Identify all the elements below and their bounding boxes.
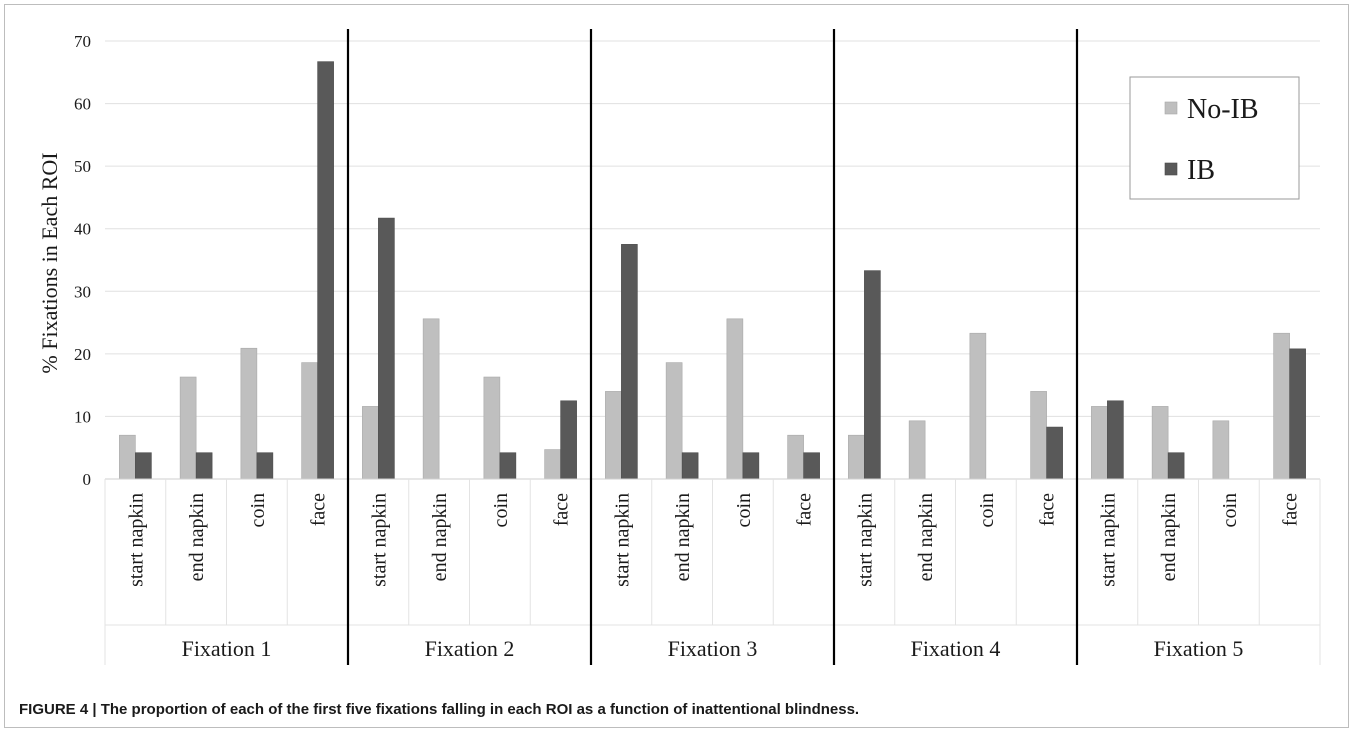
- group-label: Fixation 5: [1154, 636, 1244, 661]
- y-tick-label: 30: [74, 282, 91, 301]
- category-label: end napkin: [429, 493, 451, 581]
- y-tick-label: 60: [74, 95, 91, 114]
- category-label: face: [551, 493, 573, 526]
- legend-label-no-ib: No-IB: [1187, 94, 1259, 125]
- bar-ib: [317, 61, 334, 480]
- bar-ib: [1107, 400, 1124, 480]
- bar-no-ib: [1091, 406, 1108, 480]
- category-label: start napkin: [611, 493, 633, 587]
- bar-no-ib: [848, 434, 865, 480]
- y-axis-label: % Fixations in Each ROI: [37, 152, 62, 373]
- bar-no-ib: [544, 449, 561, 480]
- bar-ib: [378, 217, 395, 480]
- bar-ib: [681, 452, 699, 480]
- category-label: end napkin: [672, 493, 694, 581]
- bar-no-ib: [240, 347, 258, 480]
- y-tick-label: 20: [74, 345, 91, 364]
- bar-no-ib: [665, 362, 683, 480]
- group-label: Fixation 2: [425, 636, 515, 661]
- group-label: Fixation 4: [911, 636, 1001, 661]
- legend-swatch-no-ib: [1164, 101, 1178, 115]
- figure-caption: FIGURE 4 | The proportion of each of the…: [19, 701, 860, 718]
- bar-no-ib: [908, 420, 926, 480]
- bar-no-ib: [362, 406, 379, 480]
- legend-label-ib: IB: [1187, 155, 1215, 186]
- bar-no-ib: [1030, 391, 1047, 480]
- bar-no-ib: [422, 318, 440, 480]
- bars: [119, 61, 1306, 480]
- group-label: Fixation 3: [668, 636, 758, 661]
- category-label: end napkin: [186, 493, 208, 581]
- category-label: start napkin: [854, 493, 876, 587]
- category-label: face: [1037, 493, 1059, 526]
- bar-no-ib: [969, 332, 987, 480]
- category-label: coin: [247, 493, 269, 527]
- group-label: Fixation 1: [182, 636, 272, 661]
- bar-ib: [1289, 348, 1306, 480]
- category-label: coin: [490, 493, 512, 527]
- bar-ib: [499, 452, 517, 480]
- bar-no-ib: [726, 318, 744, 480]
- bar-ib: [256, 452, 274, 480]
- bar-ib: [560, 400, 577, 480]
- category-label: end napkin: [1158, 493, 1180, 581]
- bar-chart: 0 10 20 30 40 50 60 70 start napkin end napkin coi…: [37, 29, 1321, 665]
- category-label: coin: [1219, 493, 1241, 527]
- category-label: start napkin: [368, 493, 390, 587]
- bar-no-ib: [1273, 332, 1290, 480]
- bar-no-ib: [119, 434, 136, 480]
- bar-ib: [135, 452, 152, 480]
- category-label: coin: [733, 493, 755, 527]
- y-tick-label: 10: [74, 407, 91, 426]
- y-tick-label: 50: [74, 157, 91, 176]
- category-label: face: [1280, 493, 1302, 526]
- bar-no-ib: [301, 362, 318, 480]
- y-tick-label: 70: [74, 32, 91, 51]
- bar-no-ib: [179, 376, 197, 480]
- category-label: face: [794, 493, 816, 526]
- legend: No-IB IB: [1129, 76, 1300, 200]
- legend-swatch-ib: [1164, 162, 1178, 176]
- bar-no-ib: [605, 391, 622, 480]
- category-label: face: [308, 493, 330, 526]
- y-tick-label: 0: [83, 470, 92, 489]
- bar-ib: [1167, 452, 1185, 480]
- category-label: start napkin: [1097, 493, 1119, 587]
- figure-frame: 0 10 20 30 40 50 60 70 start napkin end napkin coi…: [4, 4, 1349, 728]
- bar-ib: [742, 452, 760, 480]
- category-label: end napkin: [915, 493, 937, 581]
- category-label: start napkin: [125, 493, 147, 587]
- bar-no-ib: [1151, 406, 1169, 480]
- bar-ib: [803, 452, 820, 480]
- bar-ib: [864, 270, 881, 480]
- gridlines: [105, 40, 1320, 417]
- bar-ib: [1046, 426, 1063, 480]
- legend-box: [1129, 76, 1300, 200]
- bar-no-ib: [483, 376, 501, 480]
- bar-no-ib: [787, 434, 804, 480]
- axes: 0 10 20 30 40 50 60 70 start napkin end napkin coi…: [74, 29, 1321, 665]
- y-tick-label: 40: [74, 220, 91, 239]
- bar-no-ib: [1212, 420, 1230, 480]
- bar-ib: [621, 244, 638, 480]
- category-label: coin: [976, 493, 998, 527]
- bar-ib: [195, 452, 213, 480]
